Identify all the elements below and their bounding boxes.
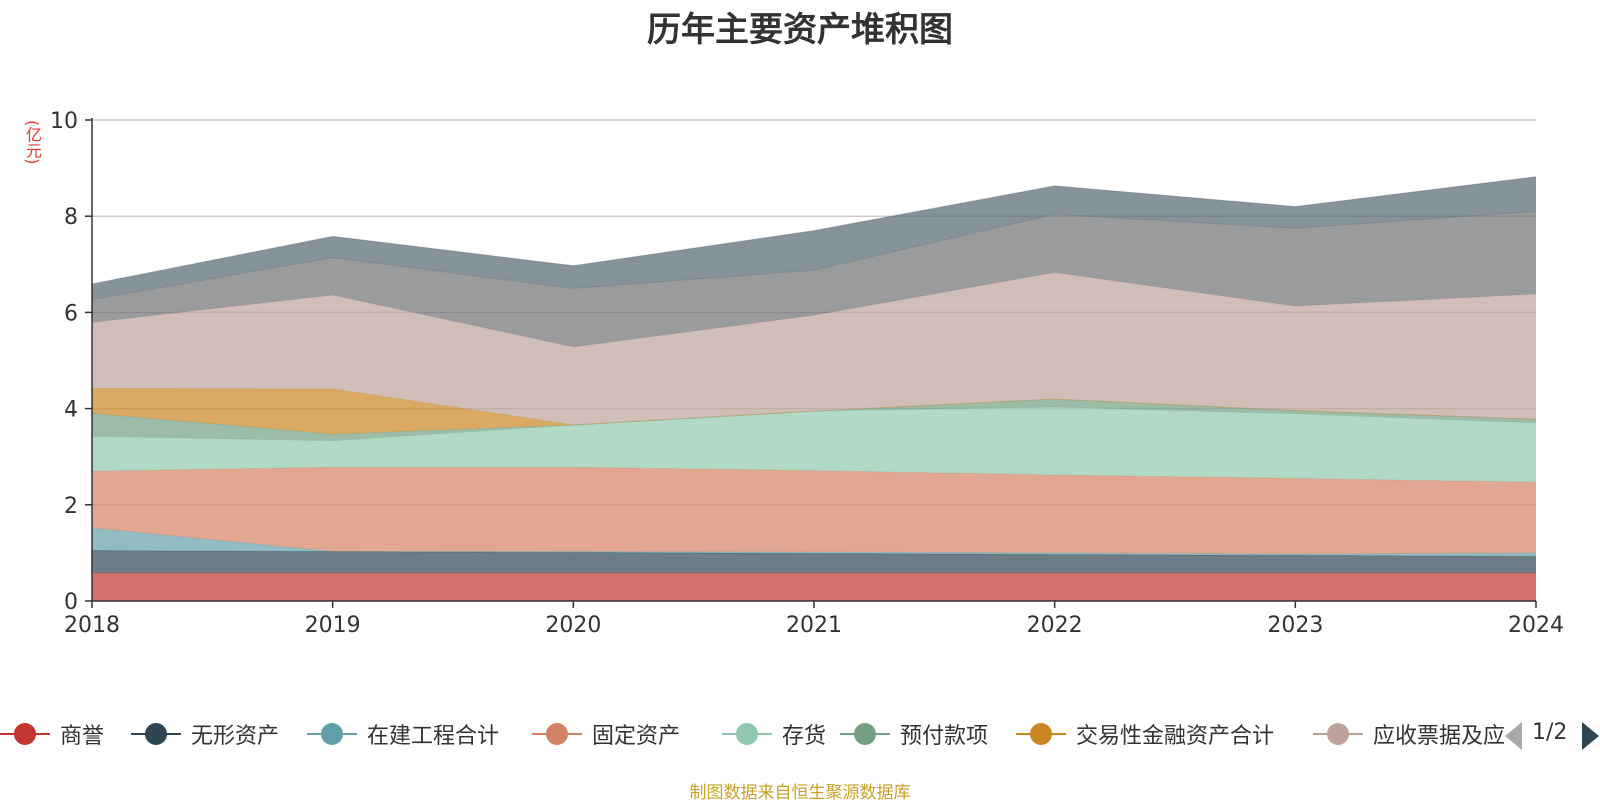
- legend-item[interactable]: 固定资产: [532, 714, 680, 754]
- x-tick-label: 2021: [786, 613, 842, 638]
- legend-item-label: 无形资产: [191, 724, 280, 749]
- data-source-note: 制图数据来自恒生聚源数据库: [689, 783, 911, 803]
- legend-item[interactable]: 交易性金融资产合计: [1016, 714, 1274, 754]
- legend-item-label: 商誉: [60, 724, 105, 749]
- area-series-1: [92, 573, 1536, 601]
- area-series-4: [92, 467, 1536, 554]
- legend-pager: 1/2: [1505, 716, 1600, 752]
- legend-next-page-icon[interactable]: [1582, 722, 1599, 750]
- y-tick-label: 4: [64, 398, 78, 423]
- legend-marker-icon: [1313, 714, 1363, 754]
- legend-item[interactable]: 存货: [722, 714, 826, 754]
- legend-marker-icon: [0, 714, 50, 754]
- legend-item-label: 预付款项: [900, 724, 989, 749]
- legend-marker-icon: [131, 714, 181, 754]
- legend-item[interactable]: 应收票据及应收账款: [1313, 714, 1505, 754]
- axes: 0 2 4 6 8 10 2018 2019 2020 2021 2022 2023 2024: [50, 109, 1564, 638]
- area-series-5: [92, 407, 1536, 483]
- x-tick-label: 2024: [1508, 613, 1564, 638]
- legend-page-indicator: 1/2: [1532, 720, 1568, 745]
- legend-marker-icon: [722, 714, 772, 754]
- legend-item-label: 交易性金融资产合计: [1076, 724, 1275, 749]
- y-tick-label: 10: [50, 109, 78, 134]
- legend-item[interactable]: 预付款项: [840, 714, 988, 754]
- y-tick-label: 0: [64, 590, 78, 615]
- legend-marker-icon: [307, 714, 357, 754]
- legend-item[interactable]: 在建工程合计: [307, 714, 499, 754]
- chart-legend: 商誉 无形资产 在建工程合计 固定资产 存货 预付款项 交易性金融资产合计 应收票据及应收账款: [0, 714, 1505, 754]
- y-tick-label: 8: [64, 205, 78, 230]
- legend-prev-page-icon[interactable]: [1505, 722, 1522, 750]
- area-series-7: [92, 388, 1536, 435]
- legend-item-label: 应收票据及应收账款: [1373, 724, 1505, 749]
- x-tick-label: 2019: [305, 613, 361, 638]
- legend-item-label: 固定资产: [592, 724, 681, 749]
- area-series-9: [92, 211, 1536, 348]
- area-series-2: [92, 550, 1536, 574]
- legend-item-label: 存货: [782, 724, 827, 749]
- chart-title: 历年主要资产堆积图: [647, 10, 953, 50]
- area-series-10: [92, 176, 1536, 300]
- legend-item[interactable]: 无形资产: [131, 714, 279, 754]
- y-tick-label: 2: [64, 494, 78, 519]
- legend-marker-icon: [1016, 714, 1066, 754]
- legend-item[interactable]: 商誉: [0, 714, 104, 754]
- stacked-area-chart: 0 2 4 6 8 10 2018 2019 2020 2021 2022 2023 2024: [50, 109, 1564, 638]
- area-series-6: [92, 398, 1536, 441]
- x-tick-label: 2023: [1267, 613, 1323, 638]
- y-tick-label: 6: [64, 301, 78, 326]
- area-series-8: [92, 272, 1536, 425]
- area-series: [91, 176, 1537, 601]
- x-tick-label: 2020: [545, 613, 601, 638]
- legend-item-label: 在建工程合计: [367, 724, 500, 749]
- area-edge-10: [91, 176, 1537, 285]
- x-tick-label: 2018: [64, 613, 120, 638]
- x-tick-label: 2022: [1027, 613, 1083, 638]
- legend-marker-icon: [840, 714, 890, 754]
- y-axis-unit-label: (亿元): [23, 120, 42, 165]
- legend-marker-icon: [532, 714, 582, 754]
